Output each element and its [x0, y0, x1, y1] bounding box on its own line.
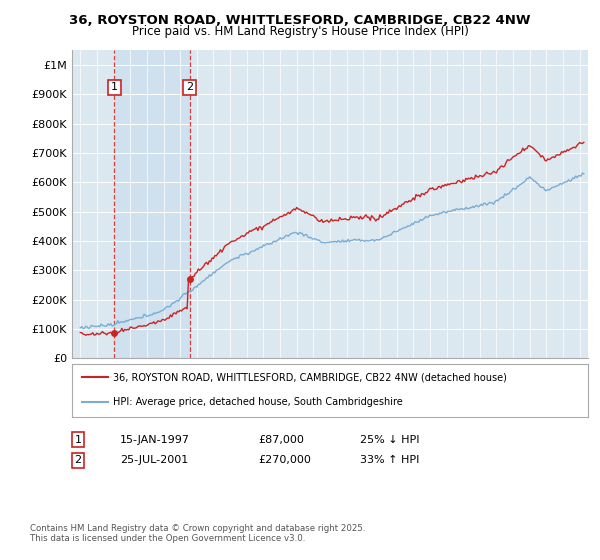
- Text: Price paid vs. HM Land Registry's House Price Index (HPI): Price paid vs. HM Land Registry's House …: [131, 25, 469, 38]
- Text: Contains HM Land Registry data © Crown copyright and database right 2025.
This d: Contains HM Land Registry data © Crown c…: [30, 524, 365, 543]
- Text: 1: 1: [74, 435, 82, 445]
- Text: 33% ↑ HPI: 33% ↑ HPI: [360, 455, 419, 465]
- Bar: [114, 50, 190, 358]
- Text: 36, ROYSTON ROAD, WHITTLESFORD, CAMBRIDGE, CB22 4NW (detached house): 36, ROYSTON ROAD, WHITTLESFORD, CAMBRIDG…: [113, 372, 507, 382]
- Text: 2: 2: [74, 455, 82, 465]
- Text: 1: 1: [111, 82, 118, 92]
- Text: 2: 2: [186, 82, 193, 92]
- Text: £270,000: £270,000: [258, 455, 311, 465]
- Text: £87,000: £87,000: [258, 435, 304, 445]
- Text: 15-JAN-1997: 15-JAN-1997: [120, 435, 190, 445]
- Text: 25% ↓ HPI: 25% ↓ HPI: [360, 435, 419, 445]
- Text: 25-JUL-2001: 25-JUL-2001: [120, 455, 188, 465]
- Text: HPI: Average price, detached house, South Cambridgeshire: HPI: Average price, detached house, Sout…: [113, 397, 403, 407]
- Text: 36, ROYSTON ROAD, WHITTLESFORD, CAMBRIDGE, CB22 4NW: 36, ROYSTON ROAD, WHITTLESFORD, CAMBRIDG…: [69, 14, 531, 27]
